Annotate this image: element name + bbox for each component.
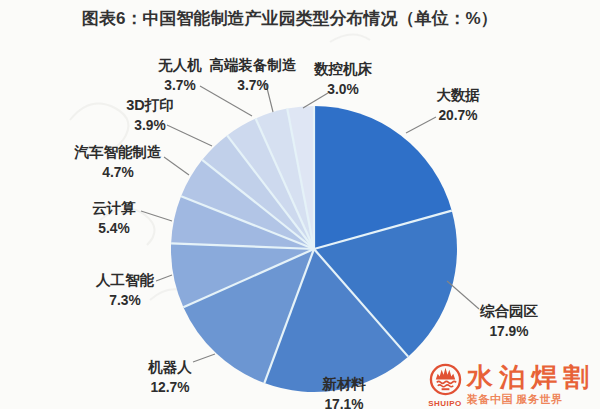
label-wurenji: 无人机 3.7% xyxy=(158,57,202,93)
watermark-logo: SHUIPO 水泊焊割 装备中国 服务世界 xyxy=(427,363,600,409)
watermark-emblem: SHUIPO xyxy=(427,363,463,408)
pie-chart xyxy=(0,0,600,409)
label-yunjisuan: 云计算 5.4% xyxy=(92,200,136,236)
label-xincailiao: 新材料 17.1% xyxy=(322,376,366,409)
watermark-latin: SHUIPO xyxy=(427,399,463,408)
leader-line xyxy=(193,354,215,362)
shuipo-emblem-icon xyxy=(429,363,462,396)
leader-line xyxy=(156,275,172,281)
label-rengongzhineng: 人工智能 7.3% xyxy=(96,272,154,308)
watermark-brand: 水泊焊割 xyxy=(467,363,595,391)
label-qichezhinengzhizao: 汽车智能制造 4.7% xyxy=(75,144,162,180)
label-dashuju: 大数据 20.7% xyxy=(436,87,480,123)
watermark-tagline: 装备中国 服务世界 xyxy=(467,392,595,407)
label-jiqiren: 机器人 12.7% xyxy=(148,359,192,395)
label-zongheyuanqu: 综合园区 17.9% xyxy=(480,303,538,339)
leader-line xyxy=(447,281,479,309)
label-shukongjichuang: 数控机床 3.0% xyxy=(314,61,372,97)
leader-line xyxy=(164,157,189,175)
label-gaoduanzhuangbei: 高端装备制造 3.7% xyxy=(210,57,297,93)
leader-line xyxy=(406,117,436,133)
label-3ddayin: 3D打印 3.9% xyxy=(126,97,174,133)
